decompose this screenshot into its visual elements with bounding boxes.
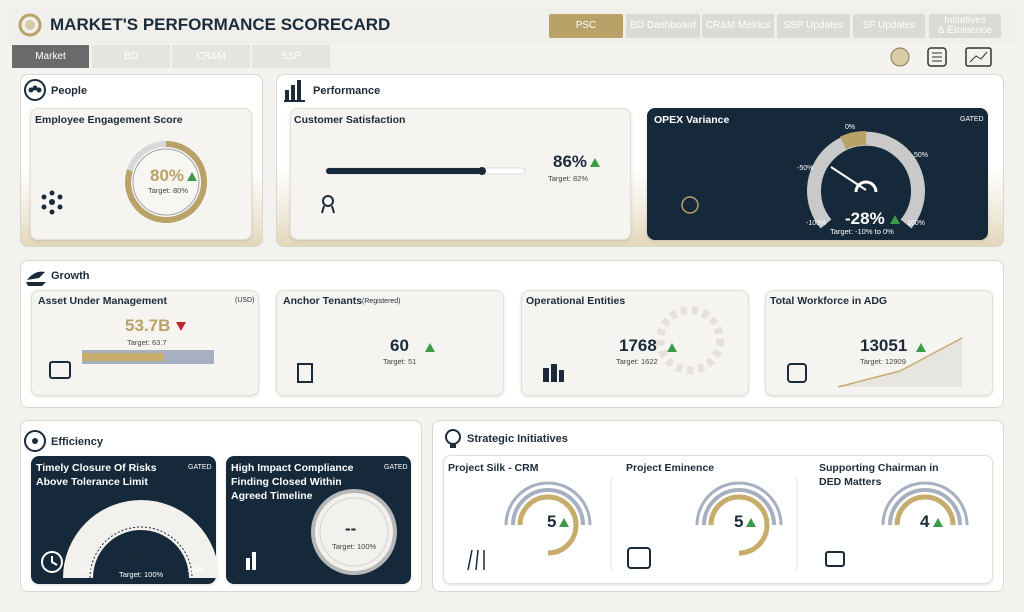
nav-tab[interactable]: PSC [549,14,623,38]
gauge-label: -100% [806,220,827,227]
page-title: MARKET'S PERFORMANCE SCORECARD [50,15,391,34]
kpi-value: 5 [547,512,557,531]
kpi-target: Target: 80% [148,186,189,195]
trend-up [746,518,756,527]
nav-tab[interactable]: CR&M Metrics [702,14,774,38]
section-heading: Performance [313,85,381,97]
card-note: (USD) [235,297,255,304]
nav-tab[interactable]: Initiatives & Eminence [929,14,1001,38]
kpi-value: 60 [390,336,409,355]
kpi-card [276,290,504,396]
kpi-value: -- [136,546,148,565]
nav-tab[interactable]: SSP Updates [777,14,850,38]
sub-tab[interactable]: BD [92,45,170,68]
section-heading: Efficiency [51,436,103,448]
kpi-target: Target: 63.7 [127,338,167,347]
trend-up [559,518,569,527]
kpi-target: Target: 12909 [860,357,906,366]
trend-up [667,343,677,352]
card-title: High Impact Compliance Finding Closed Wi… [231,462,354,502]
card-title: Supporting Chairman in DED Matters [819,462,939,488]
card-title: Project Eminence [626,462,715,474]
gauge-label: 100% [187,567,205,574]
kpi-value: 53.7B [125,316,171,335]
initiatives-card [443,455,993,584]
trend-up [187,172,197,181]
card-title: Timely Closure Of Risks Above Tolerance … [36,462,157,488]
gauge-label: 0% [82,567,93,574]
card-title: Operational Entities [526,295,626,307]
kpi-target: Target: 100% [119,570,164,579]
kpi-value: 86% [553,152,588,171]
section-heading: Growth [51,270,90,282]
kpi-value: -- [345,519,357,538]
card-title: Anchor Tenants [283,295,363,307]
gauge-label: 100% [907,220,925,227]
logo [18,13,42,37]
kpi-value: -28% [845,209,885,228]
gated-badge: GATED [960,116,984,123]
kpi-target: Target: 82% [548,174,589,183]
gauge-label: 0% [845,124,856,131]
trend-up [890,215,900,224]
gated-badge: GATED [384,464,408,471]
gated-badge: GATED [188,464,212,471]
trend-up [916,343,926,352]
card-title: Asset Under Management [38,295,167,307]
kpi-target: Target: 100% [332,542,377,551]
toolbar-icons[interactable] [886,45,996,69]
kpi-target: Target: 1622 [616,357,658,366]
kpi-target: Target: 51 [383,357,417,366]
kpi-value: 5 [734,512,744,531]
card-title: Employee Engagement Score [35,114,183,126]
trend-up [590,158,600,167]
gauge-label: -50% [797,165,814,172]
kpi-value: 4 [920,512,930,531]
trend-down [176,322,186,331]
card-title: Project Silk - CRM [448,462,539,474]
kpi-value: 80% [150,166,185,185]
kpi-target: Target: -10% to 0% [830,227,894,236]
section-heading: People [51,85,88,97]
sub-tab[interactable]: CR&M [172,45,250,68]
section-heading: Strategic Initiatives [467,433,568,445]
nav-tab[interactable]: SF Updates [853,14,925,38]
gauge-label: 50% [914,152,929,159]
card-title: Total Workforce in ADG [770,295,888,307]
kpi-value: 13051 [860,336,908,355]
nav-tab[interactable]: BD Dashboard [626,14,700,38]
card-note: (Registered) [362,298,401,305]
trend-up [933,518,943,527]
card-title: Customer Satisfaction [294,114,406,126]
trend-up [425,343,435,352]
sub-tab[interactable]: SSP [252,45,330,68]
kpi-value: 1768 [619,336,657,355]
sub-tab[interactable]: Market [12,45,89,68]
card-title: OPEX Variance [654,114,730,126]
